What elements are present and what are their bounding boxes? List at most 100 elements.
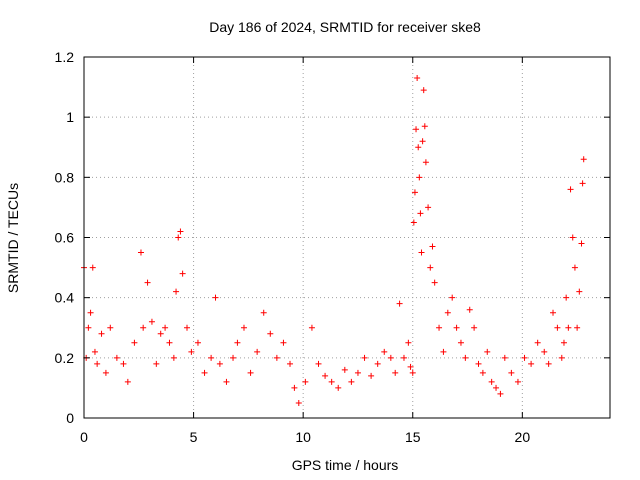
- data-point: [421, 123, 428, 130]
- data-point: [131, 339, 138, 346]
- data-point: [411, 189, 418, 196]
- data-point: [410, 219, 417, 226]
- y-tick-label: 1: [66, 109, 74, 125]
- data-point: [85, 324, 92, 331]
- data-point: [212, 294, 219, 301]
- data-point: [267, 330, 274, 337]
- data-point: [475, 360, 482, 367]
- data-point: [422, 159, 429, 166]
- data-point: [201, 369, 208, 376]
- data-point: [89, 264, 96, 271]
- data-point: [453, 324, 460, 331]
- data-point: [407, 363, 414, 370]
- ticks: 0 5 10 15 20 0 0.2 0.4 0.6 0.8 1 1.2: [55, 49, 610, 445]
- data-point: [400, 354, 407, 361]
- data-point: [223, 378, 230, 385]
- data-point: [341, 366, 348, 373]
- data-point: [166, 339, 173, 346]
- data-point: [273, 354, 280, 361]
- data-point: [431, 279, 438, 286]
- data-points: [81, 75, 587, 406]
- data-point: [247, 369, 254, 376]
- data-point: [420, 87, 427, 94]
- data-point: [295, 399, 302, 406]
- data-point: [528, 360, 535, 367]
- data-point: [471, 324, 478, 331]
- data-point: [416, 174, 423, 181]
- data-point: [414, 75, 421, 82]
- data-point: [162, 324, 169, 331]
- data-point: [457, 339, 464, 346]
- data-point: [348, 378, 355, 385]
- data-point: [140, 324, 147, 331]
- data-point: [157, 330, 164, 337]
- data-point: [436, 324, 443, 331]
- y-tick-label: 0.4: [55, 290, 75, 306]
- data-point: [415, 144, 422, 151]
- data-point: [361, 354, 368, 361]
- data-point: [579, 180, 586, 187]
- data-point: [417, 210, 424, 217]
- data-point: [541, 348, 548, 355]
- y-tick-label: 0.2: [55, 350, 75, 366]
- data-point: [354, 369, 361, 376]
- data-point: [177, 228, 184, 235]
- data-point: [497, 390, 504, 397]
- data-point: [580, 156, 587, 163]
- data-point: [153, 360, 160, 367]
- data-point: [427, 264, 434, 271]
- data-point: [444, 309, 451, 316]
- data-point: [381, 348, 388, 355]
- data-point: [291, 384, 298, 391]
- data-point: [188, 348, 195, 355]
- data-point: [137, 249, 144, 256]
- data-point: [175, 234, 182, 241]
- data-point: [368, 372, 375, 379]
- data-point: [440, 348, 447, 355]
- data-point: [107, 324, 114, 331]
- data-point: [409, 369, 416, 376]
- x-tick-label: 20: [515, 429, 531, 445]
- data-point: [493, 384, 500, 391]
- data-point: [280, 339, 287, 346]
- data-point: [501, 354, 508, 361]
- x-tick-label: 15: [405, 429, 421, 445]
- data-point: [534, 339, 541, 346]
- y-tick-label: 0.6: [55, 230, 75, 246]
- data-point: [216, 360, 223, 367]
- data-point: [560, 339, 567, 346]
- data-point: [545, 360, 552, 367]
- data-point: [484, 348, 491, 355]
- data-point: [91, 348, 98, 355]
- data-point: [558, 354, 565, 361]
- data-point: [396, 300, 403, 307]
- data-point: [148, 318, 155, 325]
- x-tick-label: 10: [295, 429, 311, 445]
- data-point: [413, 126, 420, 133]
- data-point: [308, 324, 315, 331]
- data-point: [184, 324, 191, 331]
- y-tick-label: 0.8: [55, 169, 75, 185]
- data-point: [144, 279, 151, 286]
- data-point: [576, 288, 583, 295]
- data-point: [521, 354, 528, 361]
- data-point: [234, 339, 241, 346]
- data-point: [488, 378, 495, 385]
- data-point: [479, 369, 486, 376]
- data-point: [328, 378, 335, 385]
- data-point: [374, 360, 381, 367]
- data-point: [405, 339, 412, 346]
- data-point: [563, 294, 570, 301]
- x-tick-label: 0: [80, 429, 88, 445]
- data-point: [173, 288, 180, 295]
- x-axis-label: GPS time / hours: [292, 457, 399, 473]
- data-point: [567, 186, 574, 193]
- data-point: [208, 354, 215, 361]
- data-point: [392, 369, 399, 376]
- data-point: [240, 324, 247, 331]
- data-point: [287, 360, 294, 367]
- data-point: [194, 339, 201, 346]
- data-point: [260, 309, 267, 316]
- data-point: [449, 294, 456, 301]
- data-point: [554, 324, 561, 331]
